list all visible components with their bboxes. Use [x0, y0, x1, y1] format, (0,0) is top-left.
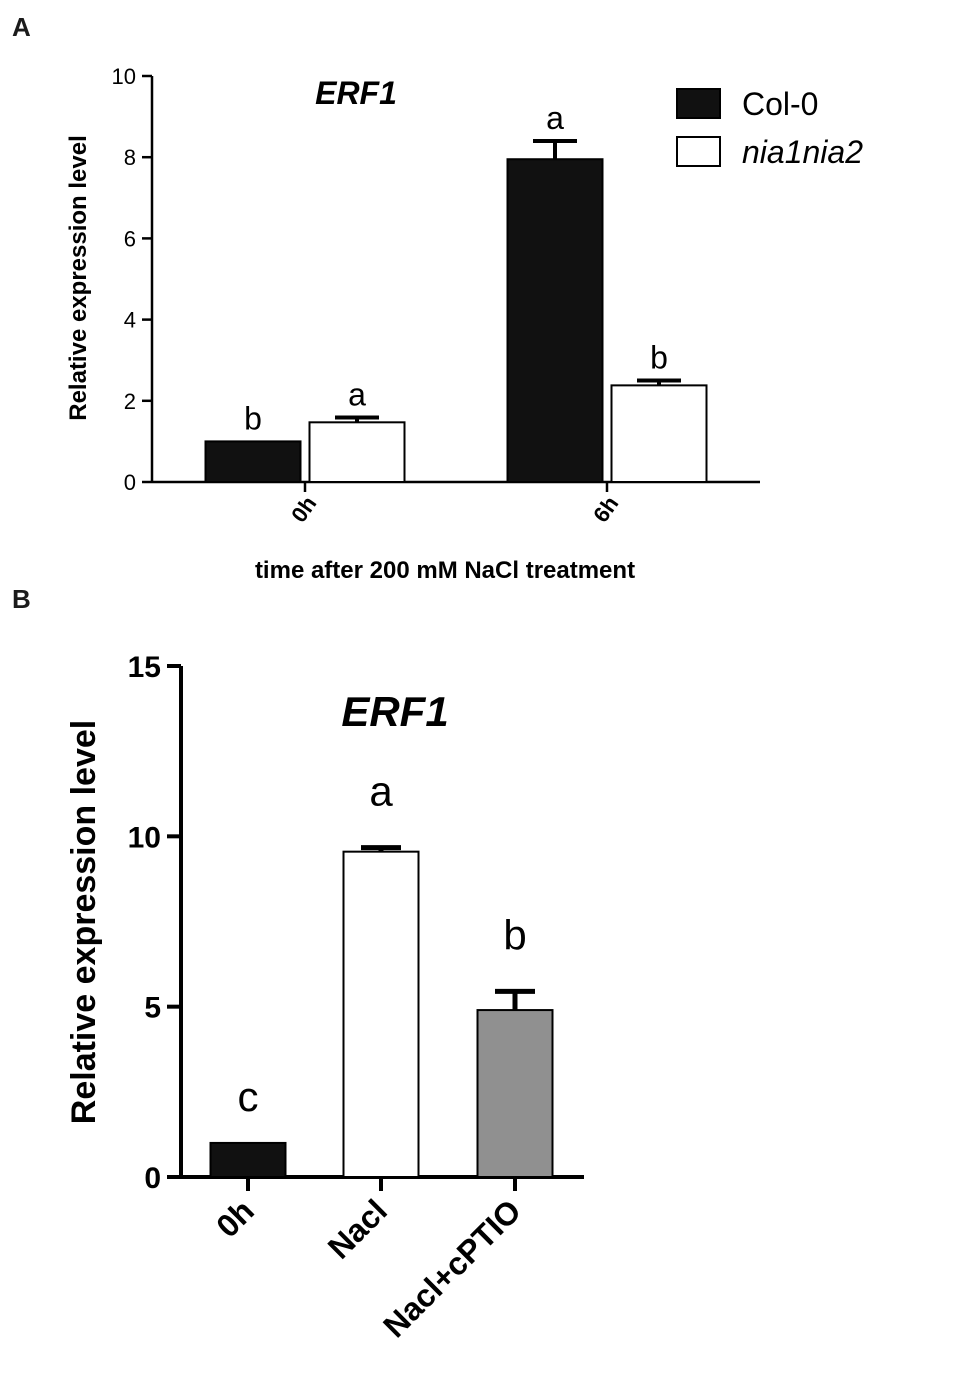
panel-b-category-label: 0h: [209, 1192, 261, 1244]
panel-b-title: ERF1: [341, 688, 448, 735]
panel-b-y-tick-label: 15: [128, 651, 161, 684]
panel-a-significance-letter: a: [546, 100, 564, 136]
panel-a-label: A: [12, 12, 31, 42]
panel-a-category-label: 6h: [588, 491, 623, 526]
panel-a-bar: [506, 158, 604, 483]
legend-label-nia1nia2: nia1nia2: [742, 134, 863, 170]
panel-a-significance-letter: b: [650, 340, 668, 376]
panel-a-y-axis-label: Relative expression level: [65, 135, 92, 421]
panel-a-category-label: 0h: [286, 491, 321, 526]
panel-a-significance-letter: b: [244, 400, 262, 436]
panel-a-y-tick-label: 0: [124, 470, 136, 495]
panel-b-y-tick-label: 5: [144, 992, 161, 1025]
legend-label-col0: Col-0: [742, 86, 818, 122]
panel-b-category-label: Nacl+cPTIO: [376, 1192, 528, 1344]
panel-a-significance-letter: a: [348, 376, 366, 412]
panel-b-bar: [342, 850, 420, 1178]
panel-a-bar: [610, 384, 708, 484]
panel-a-bar: [308, 421, 406, 483]
panel-b-y-tick-label: 10: [128, 821, 161, 854]
panel-a-x-axis-label: time after 200 mM NaCl treatment: [255, 557, 635, 584]
panel-a-y-tick-label: 4: [124, 308, 136, 333]
legend-swatch-col0: [676, 88, 721, 119]
panel-b-significance-letter: b: [503, 911, 526, 958]
legend-swatch-nia1nia2: [676, 136, 721, 167]
panel-b-y-axis-label: Relative expression level: [65, 720, 103, 1124]
panel-a-legend: Col-0 nia1nia2: [676, 86, 863, 170]
panel-a-y-tick-label: 2: [124, 389, 136, 414]
panel-b-bar: [476, 1009, 554, 1178]
panel-b-bar: [209, 1141, 287, 1179]
panel-b: B ERF1 Relative expression level 051015 …: [12, 584, 584, 1344]
panel-a-bar: [204, 440, 302, 483]
panel-a-y-tick-label: 6: [124, 226, 136, 251]
panel-a-y-tick-label: 10: [112, 64, 136, 89]
panel-b-significance-letter: c: [238, 1073, 259, 1120]
panel-b-y-tick-label: 0: [144, 1162, 161, 1195]
panel-b-category-label: Nacl: [321, 1192, 394, 1265]
panel-a-title: ERF1: [315, 75, 397, 111]
panel-a: A ERF1 Relative expression level time af…: [12, 12, 863, 584]
panel-a-y-tick-label: 8: [124, 145, 136, 170]
panel-b-significance-letter: a: [369, 768, 393, 815]
panel-b-label: B: [12, 584, 31, 614]
